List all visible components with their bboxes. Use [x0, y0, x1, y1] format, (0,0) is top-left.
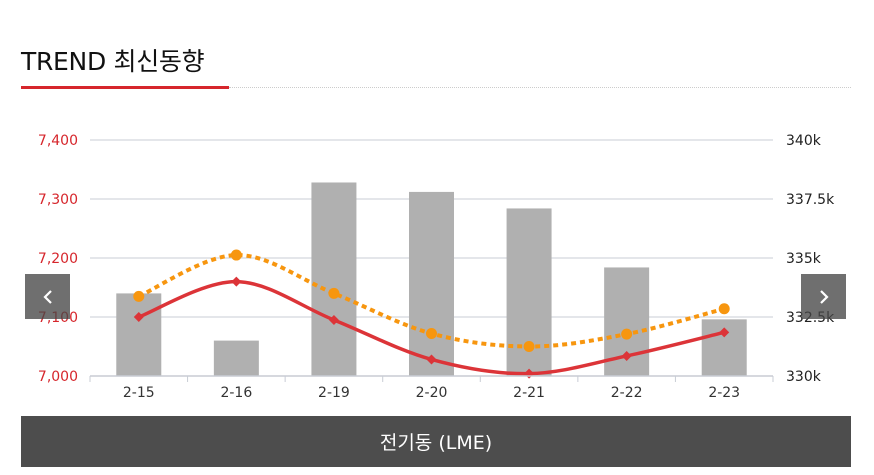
header: TREND 최신동향: [21, 40, 851, 90]
bar: [213, 340, 259, 376]
x-tick-label: 2-16: [220, 385, 252, 401]
x-tick-label: 2-19: [318, 385, 350, 401]
point-red: [621, 350, 632, 361]
metal-label: 전기동 (LME): [379, 432, 493, 454]
x-tick-label: 2-15: [123, 385, 155, 401]
next-button[interactable]: [801, 274, 846, 319]
y-right-tick-label: 340k: [786, 133, 822, 149]
point-red: [719, 327, 730, 338]
x-tick-label: 2-23: [708, 385, 740, 401]
page-title: TREND 최신동향: [21, 47, 205, 76]
metal-label-bar: 전기동 (LME): [21, 416, 851, 467]
bar: [116, 293, 162, 376]
bar-series: [116, 182, 747, 376]
point-orange: [133, 290, 145, 302]
point-red: [133, 312, 144, 322]
x-tick-label: 2-22: [611, 385, 643, 401]
prev-button[interactable]: [25, 274, 70, 319]
y-left-tick-label: 7,400: [38, 133, 78, 149]
header-divider: [229, 87, 851, 88]
y-left-tick-label: 7,200: [38, 251, 78, 267]
title-underline: [21, 86, 229, 89]
x-tick-label: 2-20: [416, 385, 448, 401]
point-red: [426, 354, 437, 365]
trend-chart: 7,000330k7,100332.5k7,200335k7,300337.5k…: [38, 133, 835, 401]
point-orange: [523, 341, 535, 352]
point-orange: [426, 328, 437, 340]
x-tick-label: 2-21: [513, 385, 545, 401]
y-left-tick-label: 7,000: [38, 369, 78, 385]
bar: [311, 182, 357, 376]
point-red: [231, 276, 242, 287]
point-orange: [621, 328, 633, 340]
chevron-right-icon: [817, 289, 831, 305]
y-right-tick-label: 330k: [786, 369, 822, 385]
y-right-tick-label: 335k: [786, 251, 822, 267]
point-orange: [230, 249, 242, 261]
y-right-tick-label: 337.5k: [786, 192, 835, 208]
point-orange: [328, 287, 340, 299]
point-red: [328, 314, 339, 325]
bar: [409, 191, 454, 376]
chevron-left-icon: [41, 289, 55, 305]
y-left-tick-label: 7,300: [38, 192, 78, 208]
point-orange: [718, 303, 730, 315]
